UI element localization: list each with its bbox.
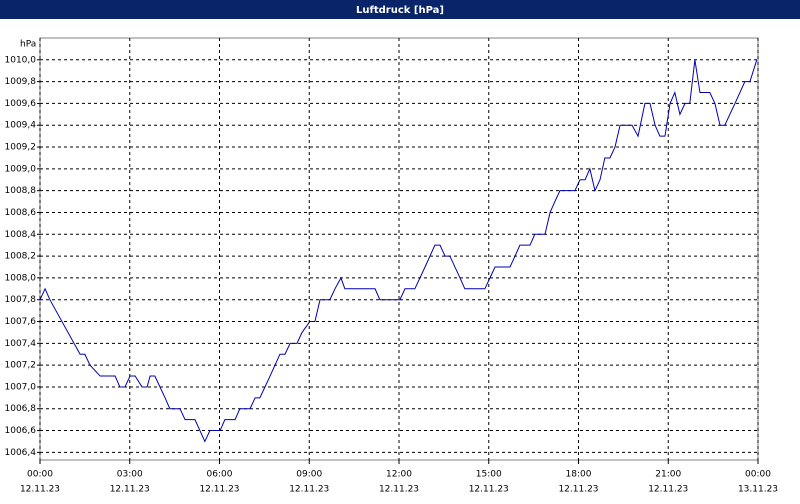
- x-tick-label: 18:00: [566, 470, 592, 480]
- chart-title: Luftdruck [hPa]: [356, 5, 444, 16]
- y-tick-label: 1008,6: [5, 208, 37, 218]
- x-tick-label: 15:00: [476, 470, 502, 480]
- y-tick-label: 1007,2: [5, 361, 37, 371]
- x-tick-date: 12.11.23: [110, 485, 150, 495]
- x-tick-label: 06:00: [207, 470, 233, 480]
- y-tick-label: 1007,4: [5, 339, 37, 349]
- x-tick-date: 12.11.23: [20, 485, 60, 495]
- y-tick-label: 1006,6: [5, 426, 37, 436]
- y-tick-label: 1010,0: [5, 55, 37, 65]
- y-tick-label: 1009,2: [5, 143, 37, 153]
- x-tick-date: 12.11.23: [379, 485, 419, 495]
- y-tick-label: 1009,8: [5, 77, 37, 87]
- x-tick-label: 00:00: [745, 470, 771, 480]
- x-tick-date: 12.11.23: [199, 485, 239, 495]
- y-tick-label: 1007,6: [5, 317, 37, 327]
- y-tick-label: 1008,0: [5, 273, 37, 283]
- y-tick-label: 1006,8: [5, 404, 37, 414]
- y-tick-label: 1009,0: [5, 164, 37, 174]
- y-tick-label: 1006,4: [5, 448, 37, 458]
- x-tick-date: 12.11.23: [648, 485, 688, 495]
- x-tick-date: 12.11.23: [558, 485, 598, 495]
- x-tick-date: 13.11.23: [738, 485, 778, 495]
- y-axis-label: hPa: [20, 40, 36, 50]
- y-tick-label: 1007,8: [5, 295, 37, 305]
- y-tick-label: 1008,2: [5, 252, 37, 262]
- x-tick-label: 12:00: [386, 470, 412, 480]
- x-tick-label: 21:00: [655, 470, 681, 480]
- x-tick-date: 12.11.23: [289, 485, 329, 495]
- y-tick-label: 1008,4: [5, 230, 37, 240]
- y-tick-label: 1008,8: [5, 186, 37, 196]
- x-tick-label: 03:00: [117, 470, 143, 480]
- line-series: [39, 59, 758, 443]
- y-tick-label: 1009,6: [5, 99, 37, 109]
- y-tick-label: 1007,0: [5, 382, 37, 392]
- x-tick-label: 00:00: [27, 470, 53, 480]
- y-tick-label: 1009,4: [5, 121, 37, 131]
- title-bar: [0, 0, 800, 19]
- x-tick-date: 12.11.23: [469, 485, 509, 495]
- x-tick-label: 09:00: [296, 470, 322, 480]
